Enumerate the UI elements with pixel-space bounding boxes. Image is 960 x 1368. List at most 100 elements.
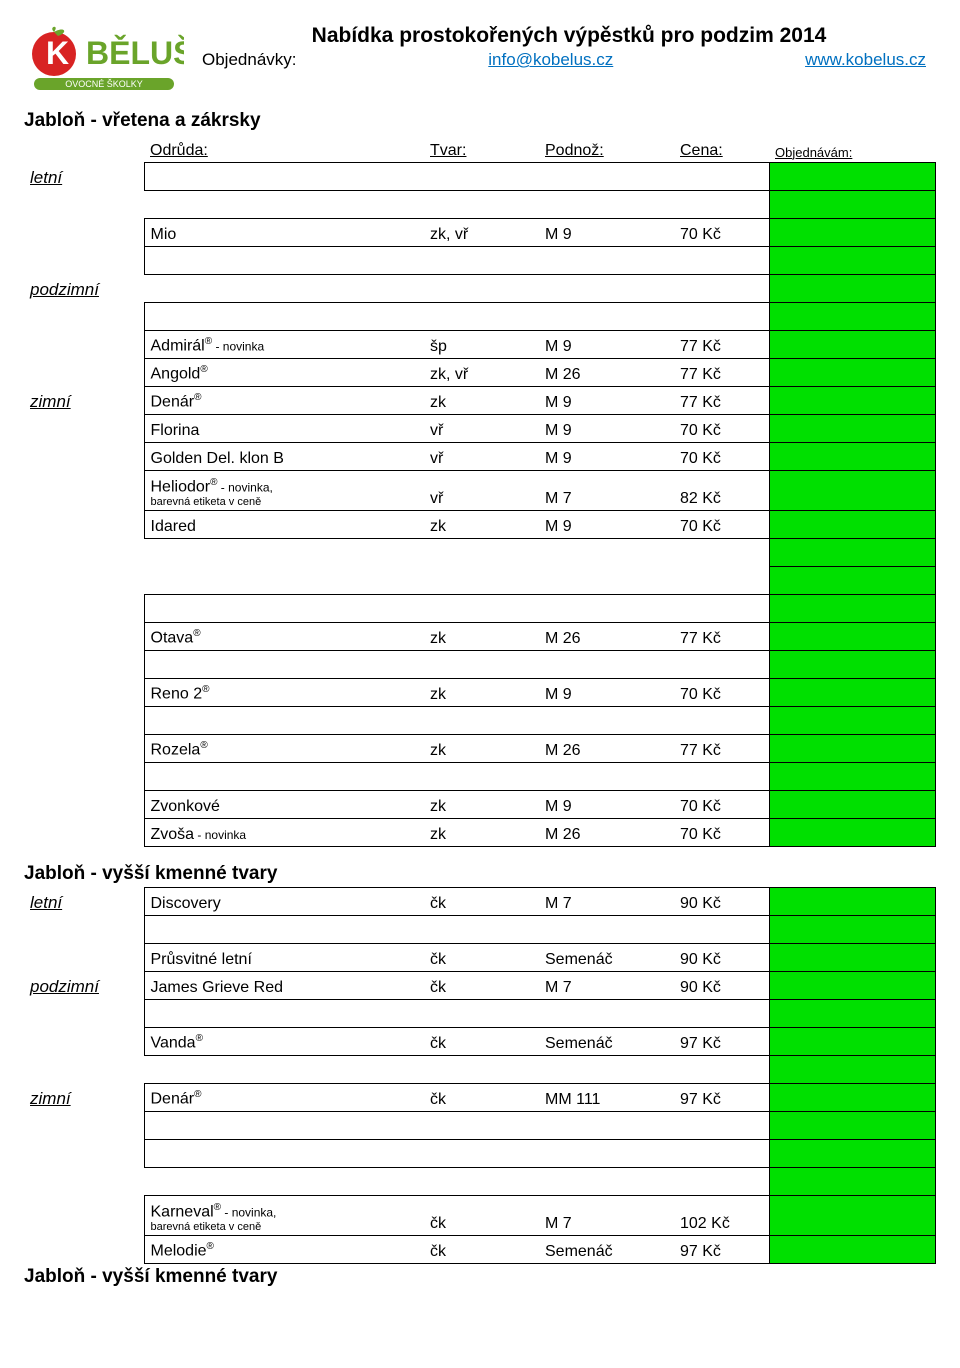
order-cell[interactable] xyxy=(769,594,936,622)
svg-text:BĚLUŠ: BĚLUŠ xyxy=(86,35,184,71)
order-cell[interactable] xyxy=(769,1195,936,1235)
order-cell[interactable] xyxy=(769,246,936,274)
cell-tvar: zk, vř xyxy=(424,358,539,386)
order-cell[interactable] xyxy=(769,818,936,846)
order-cell[interactable] xyxy=(769,915,936,943)
order-cell[interactable] xyxy=(769,566,936,594)
category-podzimni: podzimní xyxy=(24,971,144,999)
order-cell[interactable] xyxy=(769,162,936,190)
cell-name: Vanda® xyxy=(144,1027,424,1055)
cell-tvar: zk xyxy=(424,734,539,762)
order-cell[interactable] xyxy=(769,1055,936,1083)
order-cell[interactable] xyxy=(769,386,936,414)
table-row: Vanda® čk Semenáč 97 Kč xyxy=(24,1027,936,1055)
cell-podnoz: M 9 xyxy=(539,218,674,246)
cell-podnoz: M 26 xyxy=(539,818,674,846)
order-cell[interactable] xyxy=(769,790,936,818)
cell-name: Denár® xyxy=(144,386,424,414)
cell-tvar: vř xyxy=(424,414,539,442)
order-cell[interactable] xyxy=(769,218,936,246)
cell-name: Mio xyxy=(144,218,424,246)
cell-name: Melodie® xyxy=(144,1235,424,1263)
table-row: Golden Del. klon B vř M 9 70 Kč xyxy=(24,442,936,470)
order-cell[interactable] xyxy=(769,943,936,971)
cell-podnoz: Semenáč xyxy=(539,1235,674,1263)
order-cell[interactable] xyxy=(769,887,936,915)
order-cell[interactable] xyxy=(769,1139,936,1167)
table-row xyxy=(24,302,936,330)
cell-podnoz: M 9 xyxy=(539,330,674,358)
table-row: Rozela® zk M 26 77 Kč xyxy=(24,734,936,762)
table-row: Otava® zk M 26 77 Kč xyxy=(24,622,936,650)
table-row: Zvonkové zk M 9 70 Kč xyxy=(24,790,936,818)
table-row: Reno 2® zk M 9 70 Kč xyxy=(24,678,936,706)
table-row xyxy=(24,1111,936,1139)
category-zimni: zimní xyxy=(24,386,144,414)
header-row: Odrůda: Tvar: Podnož: Cena: Objednávám: xyxy=(24,134,936,162)
cell-tvar: zk xyxy=(424,386,539,414)
cell-cena: 90 Kč xyxy=(674,943,769,971)
order-cell[interactable] xyxy=(769,1111,936,1139)
order-cell[interactable] xyxy=(769,650,936,678)
category-letni: letní xyxy=(24,162,144,190)
order-cell[interactable] xyxy=(769,1027,936,1055)
svg-text:K: K xyxy=(46,35,69,71)
order-cell[interactable] xyxy=(769,538,936,566)
kobelus-logo: BĚLUŠ K OVOCNÉ ŠKOLKY xyxy=(24,20,184,92)
cell-tvar: zk, vř xyxy=(424,218,539,246)
order-cell[interactable] xyxy=(769,622,936,650)
cell-name: Admirál® - novinka xyxy=(144,330,424,358)
order-cell[interactable] xyxy=(769,330,936,358)
table-row: Mio zk, vř M 9 70 Kč xyxy=(24,218,936,246)
cell-tvar: zk xyxy=(424,790,539,818)
order-cell[interactable] xyxy=(769,971,936,999)
email-link[interactable]: info@kobelus.cz xyxy=(488,50,613,70)
cell-name: Heliodor® - novinka,barevná etiketa v ce… xyxy=(144,470,424,510)
cell-name: Zvonkové xyxy=(144,790,424,818)
order-cell[interactable] xyxy=(769,1235,936,1263)
col-odruda: Odrůda: xyxy=(144,134,424,162)
table-row: zimní Denár® čk MM 111 97 Kč xyxy=(24,1083,936,1111)
order-cell[interactable] xyxy=(769,470,936,510)
cell-name: Rozela® xyxy=(144,734,424,762)
table-row xyxy=(24,566,936,594)
table-row xyxy=(24,915,936,943)
order-cell[interactable] xyxy=(769,414,936,442)
order-cell[interactable] xyxy=(769,190,936,218)
table-row xyxy=(24,1167,936,1195)
cell-podnoz: Semenáč xyxy=(539,1027,674,1055)
order-cell[interactable] xyxy=(769,358,936,386)
order-cell[interactable] xyxy=(769,510,936,538)
cell-name: Reno 2® xyxy=(144,678,424,706)
cell-podnoz: M 7 xyxy=(539,1195,674,1235)
cell-podnoz: M 26 xyxy=(539,734,674,762)
table-section1: Odrůda: Tvar: Podnož: Cena: Objednávám: … xyxy=(24,134,936,847)
cell-tvar: čk xyxy=(424,1195,539,1235)
cell-cena: 97 Kč xyxy=(674,1235,769,1263)
cell-name: Karneval® - novinka,barevná etiketa v ce… xyxy=(144,1195,424,1235)
order-cell[interactable] xyxy=(769,734,936,762)
web-link[interactable]: www.kobelus.cz xyxy=(805,50,926,70)
order-cell[interactable] xyxy=(769,1083,936,1111)
cell-tvar: čk xyxy=(424,1027,539,1055)
table-section2: letní Discovery čk M 7 90 Kč Průsvitné l… xyxy=(24,887,936,1264)
cell-podnoz: M 7 xyxy=(539,971,674,999)
order-cell[interactable] xyxy=(769,1167,936,1195)
table-row xyxy=(24,190,936,218)
col-tvar: Tvar: xyxy=(424,134,539,162)
cell-tvar: čk xyxy=(424,1235,539,1263)
order-cell[interactable] xyxy=(769,302,936,330)
section1-title: Jabloň - vřetena a zákrsky xyxy=(24,110,936,132)
order-cell[interactable] xyxy=(769,762,936,790)
cell-tvar: zk xyxy=(424,510,539,538)
order-cell[interactable] xyxy=(769,706,936,734)
order-cell[interactable] xyxy=(769,442,936,470)
order-cell[interactable] xyxy=(769,678,936,706)
table-row xyxy=(24,538,936,566)
order-cell[interactable] xyxy=(769,274,936,302)
table-row: Heliodor® - novinka,barevná etiketa v ce… xyxy=(24,470,936,510)
cell-name: Průsvitné letní xyxy=(144,943,424,971)
order-cell[interactable] xyxy=(769,999,936,1027)
cell-tvar: zk xyxy=(424,678,539,706)
table-row xyxy=(24,706,936,734)
